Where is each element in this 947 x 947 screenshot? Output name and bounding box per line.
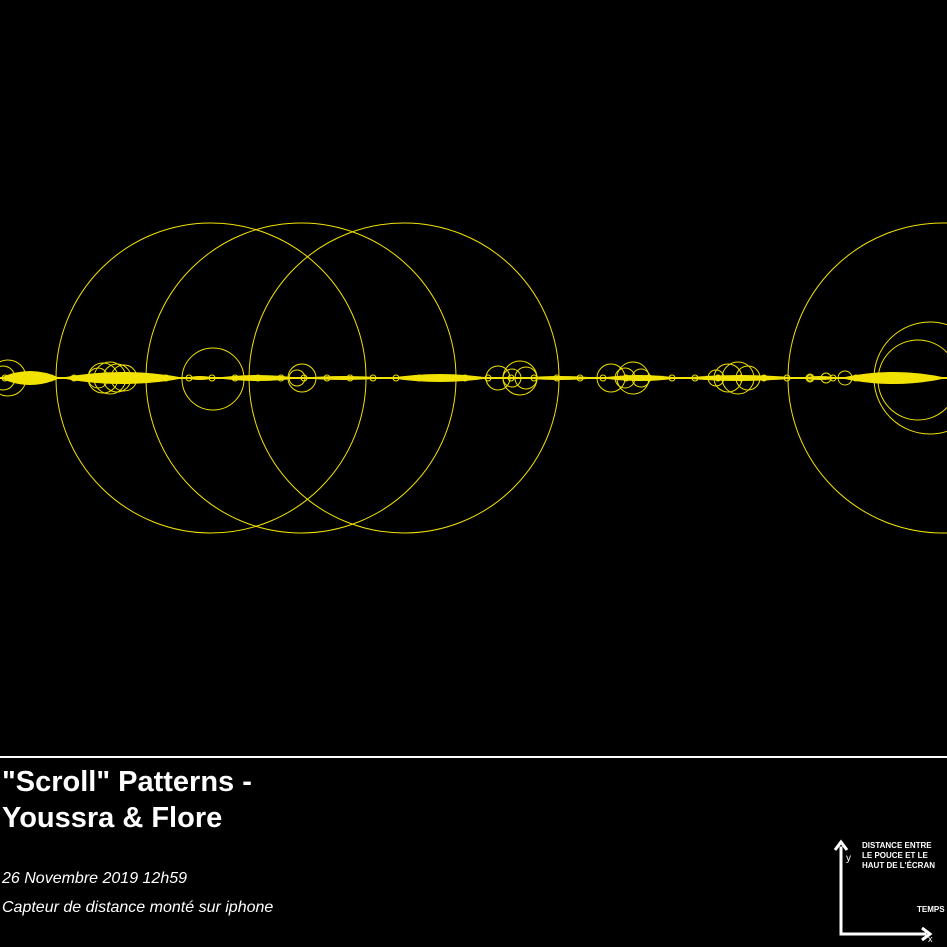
trace-sample-dot [806,374,814,382]
trace-sample-dot [47,374,55,382]
trace-sample-dot [300,374,308,382]
trace-circle [55,222,367,534]
trace-sample-dot [599,374,607,382]
trace-sample-dot [668,374,676,382]
trace-sample-dot [461,374,469,382]
axis-arrow-icon [833,839,933,942]
page-title: "Scroll" Patterns - Youssra & Flore [2,764,252,836]
trace-sample-dot [737,374,745,382]
x-axis-label: TEMPS [917,905,945,914]
trace-circle [787,222,947,534]
sensor-description: Capteur de distance monté sur iphone [2,899,274,916]
trace-sample-dot [576,374,584,382]
trace-circle [0,365,16,391]
trace-sample-dot [852,374,860,382]
trace-sample-dot [116,374,124,382]
trace-sample-dot [162,374,170,382]
trace-sample-dot [622,374,630,382]
trace-sample-dot [277,374,285,382]
trace-circle [596,363,626,393]
scroll-pattern-visualization [0,222,947,534]
trace-circle [616,361,650,395]
trace-circle [110,364,138,392]
trace-sample-dot [93,374,101,382]
trace-circle [181,347,245,411]
trace-sample-dot [231,374,239,382]
trace-sample-dot [691,374,699,382]
trace-sample-dot [254,374,262,382]
trace-circle [287,363,317,393]
trace-circle [485,365,511,391]
y-axis-letter: y [846,853,851,864]
trace-circle [735,365,761,391]
trace-sample-dot [70,374,78,382]
trace-sample-dot [829,374,837,382]
trace-sample-dot [760,374,768,382]
divider-line [0,756,947,758]
trace-sample-dot [415,374,423,382]
trace-circle [102,363,132,393]
trace-sample-dot [369,374,377,382]
capture-date: 26 Novembre 2019 12h59 [2,870,188,887]
trace-sample-dot [507,374,515,382]
trace-band [0,371,947,385]
trace-sample-dot [346,374,354,382]
trace-sample-dot [323,374,331,382]
trace-sample-dot [1,374,9,382]
trace-circle [502,368,522,388]
trace-circle [805,373,815,383]
trace-sample-dot [714,374,722,382]
trace-sample-dot [185,374,193,382]
trace-circle [877,339,947,421]
trace-sample-dot [645,374,653,382]
trace-circle [707,369,725,387]
trace-sample-dot [530,374,538,382]
trace-circle [87,367,109,389]
title-line-1: "Scroll" Patterns - [2,766,252,798]
trace-sample-dot [921,374,929,382]
trace-sample-dot [24,374,32,382]
circle-layer [0,222,947,534]
trace-circle [631,368,651,388]
trace-circle [0,359,27,397]
axis-legend: y DISTANCE ENTRE LE POUCE ET LE HAUT DE … [828,838,947,947]
title-line-2: Youssra & Flore [2,802,223,834]
trace-sample-dot [875,374,883,382]
trace-sample-dot [139,374,147,382]
trace-circle [873,321,947,435]
trace-circle [713,363,743,393]
trace-sample-dot [898,374,906,382]
x-axis-letter: x [928,934,933,944]
trace-sample-dot [208,374,216,382]
trace-circle [614,367,636,389]
trace-sample-dot [392,374,400,382]
trace-sample-dot [484,374,492,382]
y-axis-label: DISTANCE ENTRE LE POUCE ET LE HAUT DE L'… [862,841,936,870]
trace-circle [837,370,853,386]
trace-sample-dot [553,374,561,382]
trace-circle [721,361,755,395]
trace-circle [820,372,832,384]
trace-sample-dot [783,374,791,382]
trace-sample-dot [438,374,446,382]
trace-circle [288,369,306,387]
trace-circle [248,222,560,534]
